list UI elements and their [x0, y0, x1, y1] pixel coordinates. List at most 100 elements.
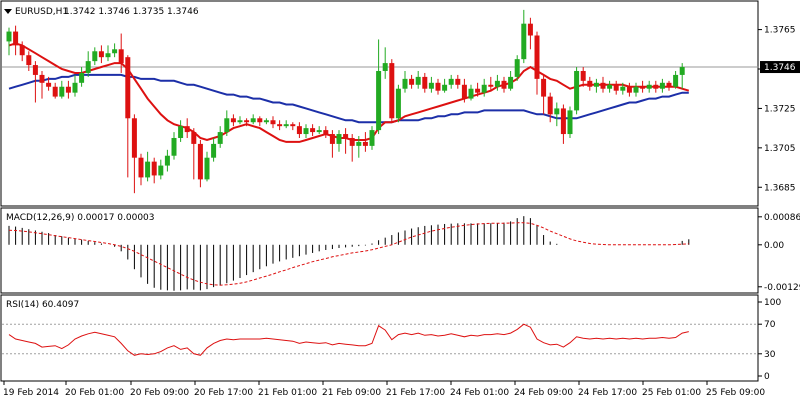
- candle: [679, 63, 685, 89]
- candle-body: [32, 65, 38, 75]
- candle: [72, 74, 78, 97]
- candle: [527, 17, 533, 50]
- candle-body: [369, 130, 375, 146]
- candle-body: [567, 110, 573, 135]
- collapse-arrow-icon[interactable]: [4, 9, 12, 14]
- candle: [389, 59, 395, 123]
- candle-body: [26, 55, 32, 66]
- candle-body: [541, 78, 547, 97]
- time-tick-label: 25 Feb 09:00: [706, 388, 765, 398]
- candle-body: [151, 161, 157, 176]
- candle-body: [343, 134, 349, 138]
- candle-body: [270, 120, 276, 125]
- candle: [547, 92, 553, 123]
- candle: [244, 118, 250, 127]
- candle-body: [224, 118, 230, 133]
- candle: [290, 122, 296, 131]
- candle-body: [204, 157, 210, 180]
- candle-body: [39, 74, 45, 83]
- candle-body: [85, 61, 91, 73]
- time-tick-label: 24 Feb 01:00: [450, 388, 509, 398]
- candle: [98, 45, 104, 64]
- candle: [32, 61, 38, 103]
- candle-body: [428, 82, 434, 89]
- candle: [26, 51, 32, 71]
- candle-body: [679, 67, 685, 75]
- candle: [92, 47, 98, 66]
- price-tick-label: 1.3685: [764, 183, 796, 193]
- candle: [356, 136, 362, 158]
- macd-tick-label: -0.00129: [764, 283, 800, 293]
- candle: [501, 76, 507, 93]
- candle: [164, 149, 170, 172]
- candle-body: [653, 84, 659, 89]
- candle-body: [263, 120, 269, 123]
- candle: [52, 82, 58, 99]
- price-panel-frame: [0, 0, 759, 207]
- candle: [508, 70, 514, 91]
- candle: [382, 47, 388, 79]
- candle-body: [415, 76, 421, 85]
- candle: [316, 126, 322, 135]
- time-tick-label: 21 Feb 01:00: [258, 388, 317, 398]
- candle-body: [125, 57, 131, 119]
- candle-body: [158, 165, 164, 176]
- candle: [409, 74, 415, 89]
- candle: [653, 80, 659, 93]
- candle-body: [6, 31, 12, 42]
- candle-body: [442, 84, 448, 91]
- macd-tick-label: 0.00086: [764, 213, 800, 223]
- candle-body: [283, 124, 289, 127]
- candle: [237, 116, 243, 125]
- candle-body: [389, 63, 395, 119]
- candle: [112, 43, 118, 58]
- candle: [145, 151, 151, 182]
- candle-body: [217, 132, 223, 144]
- candle: [620, 82, 626, 95]
- candle-body: [673, 74, 679, 87]
- candle: [640, 80, 646, 93]
- candle: [310, 124, 316, 137]
- candle-body: [19, 45, 25, 56]
- candle-body: [13, 31, 19, 46]
- time-tick-label: 21 Feb 17:00: [386, 388, 445, 398]
- candle: [296, 122, 302, 138]
- candle-body: [296, 126, 302, 135]
- candle-body: [593, 82, 599, 87]
- candle: [85, 51, 91, 77]
- slow-moving-average-line: [8, 73, 689, 124]
- candle: [230, 114, 236, 127]
- candle-body: [178, 126, 184, 138]
- candle: [448, 74, 454, 89]
- candle-body: [620, 86, 626, 91]
- price-ohlc: 1.3742 1.3746 1.3735 1.3746: [64, 7, 199, 17]
- candle: [468, 84, 474, 101]
- candle-body: [600, 82, 606, 89]
- candle-body: [475, 88, 481, 93]
- candle: [673, 70, 679, 89]
- candle-body: [508, 76, 514, 89]
- current-price-label: 1.3746: [764, 63, 796, 73]
- candle-body: [230, 118, 236, 123]
- candle-body: [481, 84, 487, 93]
- candle: [415, 70, 421, 89]
- candle: [666, 80, 672, 91]
- rsi-tick-label: 0: [764, 372, 770, 382]
- candle-body: [488, 84, 494, 87]
- candle-body: [197, 143, 203, 180]
- candle: [65, 80, 71, 99]
- candle-body: [666, 82, 672, 87]
- candle: [402, 70, 408, 93]
- candle: [587, 76, 593, 91]
- rsi-tick-label: 70: [764, 320, 776, 330]
- candle: [488, 76, 494, 91]
- candle: [19, 41, 25, 62]
- candle: [659, 78, 665, 93]
- candle-body: [164, 155, 170, 166]
- candle-body: [79, 72, 85, 83]
- candle-body: [118, 49, 124, 64]
- price-tick-label: 1.3705: [764, 144, 796, 154]
- candle: [59, 80, 65, 99]
- candle-body: [257, 118, 263, 123]
